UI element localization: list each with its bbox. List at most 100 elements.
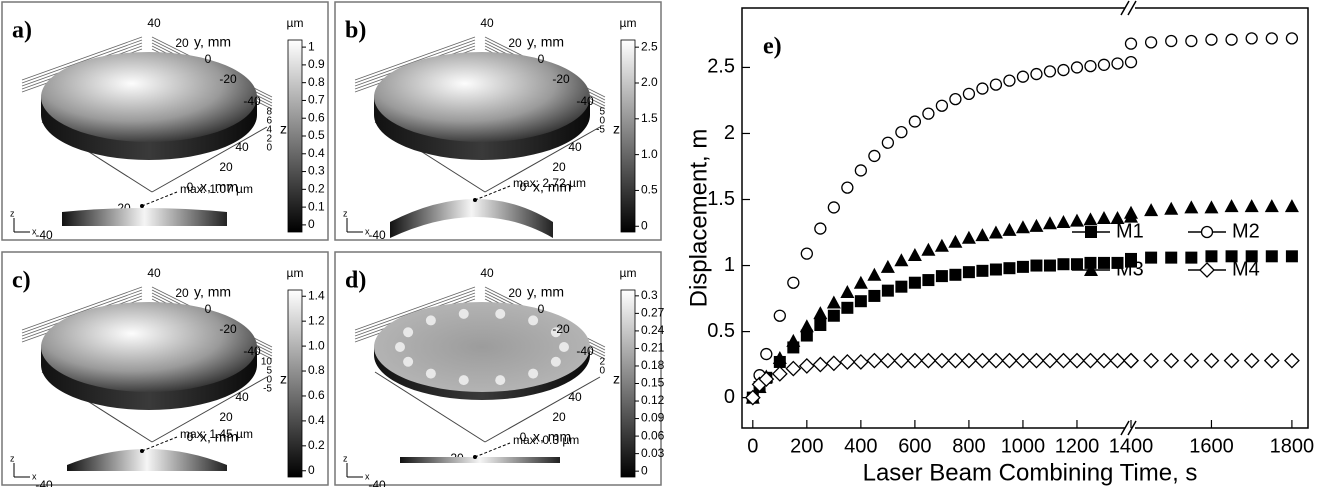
marker xyxy=(840,355,854,369)
marker xyxy=(1225,199,1239,212)
y-tick-label: 20 xyxy=(508,36,522,50)
x-tick-label: 40 xyxy=(235,390,249,404)
marker xyxy=(1097,211,1111,224)
colorbar-tick-label: 0.7 xyxy=(308,93,325,107)
x-tick-label: 800 xyxy=(952,435,985,457)
colorbar-tick-label: 0.15 xyxy=(641,376,665,390)
marker xyxy=(1266,33,1277,44)
marker xyxy=(975,228,989,241)
y-tick-label: 40 xyxy=(147,16,161,30)
colorbar-tick-label: 0.3 xyxy=(308,164,325,178)
marker xyxy=(963,88,974,99)
marker xyxy=(1071,258,1083,270)
colorbar-tick-label: 0.2 xyxy=(308,182,325,196)
colorbar-tick-label: 0.6 xyxy=(308,110,325,124)
colorbar-tick-label: 0.4 xyxy=(308,413,325,427)
spot xyxy=(495,309,505,319)
colorbar-tick-label: 0.21 xyxy=(641,341,665,355)
y-tick-label: 0.5 xyxy=(707,320,735,342)
marker xyxy=(1200,263,1214,277)
colorbar-unit: µm xyxy=(620,16,637,30)
marker xyxy=(1058,65,1069,76)
marker xyxy=(773,367,787,381)
colorbar xyxy=(621,290,635,477)
marker xyxy=(1285,354,1299,368)
marker xyxy=(786,334,800,347)
y-tick-label: 1 xyxy=(724,254,735,276)
marker xyxy=(975,354,989,368)
marker xyxy=(1286,33,1297,44)
marker xyxy=(1246,33,1257,44)
marker xyxy=(1085,61,1096,72)
colorbar-unit: µm xyxy=(287,16,304,30)
marker xyxy=(1185,252,1197,264)
marker xyxy=(1285,199,1299,212)
y-tick-label: 0 xyxy=(205,302,212,316)
y-tick-label: 0 xyxy=(538,302,545,316)
legend-label: M2 xyxy=(1232,220,1260,242)
marker xyxy=(1097,354,1111,368)
colorbar-tick-label: 0 xyxy=(641,463,648,477)
z-tick-label: -5 xyxy=(596,125,605,136)
inset-axis-label: z xyxy=(10,208,15,218)
marker xyxy=(828,202,839,213)
marker xyxy=(800,319,814,332)
x-tick-label: 20 xyxy=(552,160,566,174)
marker xyxy=(1144,203,1158,216)
colorbar-tick-label: 0.6 xyxy=(308,388,325,402)
marker xyxy=(1029,219,1043,232)
marker xyxy=(1204,354,1218,368)
x-tick-label: 20 xyxy=(219,410,233,424)
colorbar-tick-label: 0.1 xyxy=(308,199,325,213)
marker xyxy=(977,83,988,94)
marker xyxy=(1184,354,1198,368)
z-axis-label: z xyxy=(280,371,287,387)
marker xyxy=(908,354,922,368)
marker xyxy=(1245,199,1259,212)
marker xyxy=(869,150,880,161)
marker xyxy=(786,362,800,376)
colorbar-tick-label: 0.27 xyxy=(641,306,665,320)
marker xyxy=(855,165,866,176)
marker xyxy=(882,137,893,148)
spot xyxy=(459,375,469,385)
marker xyxy=(881,260,895,273)
marker xyxy=(813,306,827,319)
panel: d)40200-20-40y, mm-40-2002040x, mm20zµm0… xyxy=(335,252,665,487)
marker xyxy=(1016,354,1030,368)
marker xyxy=(923,108,934,119)
marker xyxy=(949,269,961,281)
colorbar-unit: µm xyxy=(287,266,304,280)
colorbar xyxy=(288,40,302,232)
x-tick-label: 1200 xyxy=(1055,435,1100,457)
inset-axis-label: z xyxy=(343,453,348,463)
marker xyxy=(935,354,949,368)
colorbar-tick-label: 0.12 xyxy=(641,393,665,407)
marker xyxy=(908,248,922,261)
panel: c)40200-20-40y, mm-40-2002040x, mm1050-5… xyxy=(2,252,328,487)
colorbar-tick-label: 0.06 xyxy=(641,428,665,442)
y-tick-label: -40 xyxy=(576,344,594,358)
marker xyxy=(948,235,962,248)
marker xyxy=(990,79,1001,90)
marker xyxy=(1166,36,1177,47)
marker xyxy=(1017,71,1028,82)
spot xyxy=(426,369,436,379)
marker xyxy=(909,277,921,289)
colorbar-tick-label: 0.8 xyxy=(308,75,325,89)
marker xyxy=(855,295,867,307)
marker xyxy=(827,356,841,370)
marker xyxy=(1265,354,1279,368)
colorbar-tick-label: 0.5 xyxy=(308,128,325,142)
spot xyxy=(426,315,436,325)
marker xyxy=(1245,354,1259,368)
y-axis-label: y, mm xyxy=(527,34,564,50)
marker xyxy=(1184,200,1198,213)
spot xyxy=(395,342,405,352)
marker xyxy=(896,127,907,138)
y-tick-label: 0 xyxy=(205,52,212,66)
spot xyxy=(551,357,561,367)
marker xyxy=(1225,354,1239,368)
x-tick-label: 40 xyxy=(235,140,249,154)
